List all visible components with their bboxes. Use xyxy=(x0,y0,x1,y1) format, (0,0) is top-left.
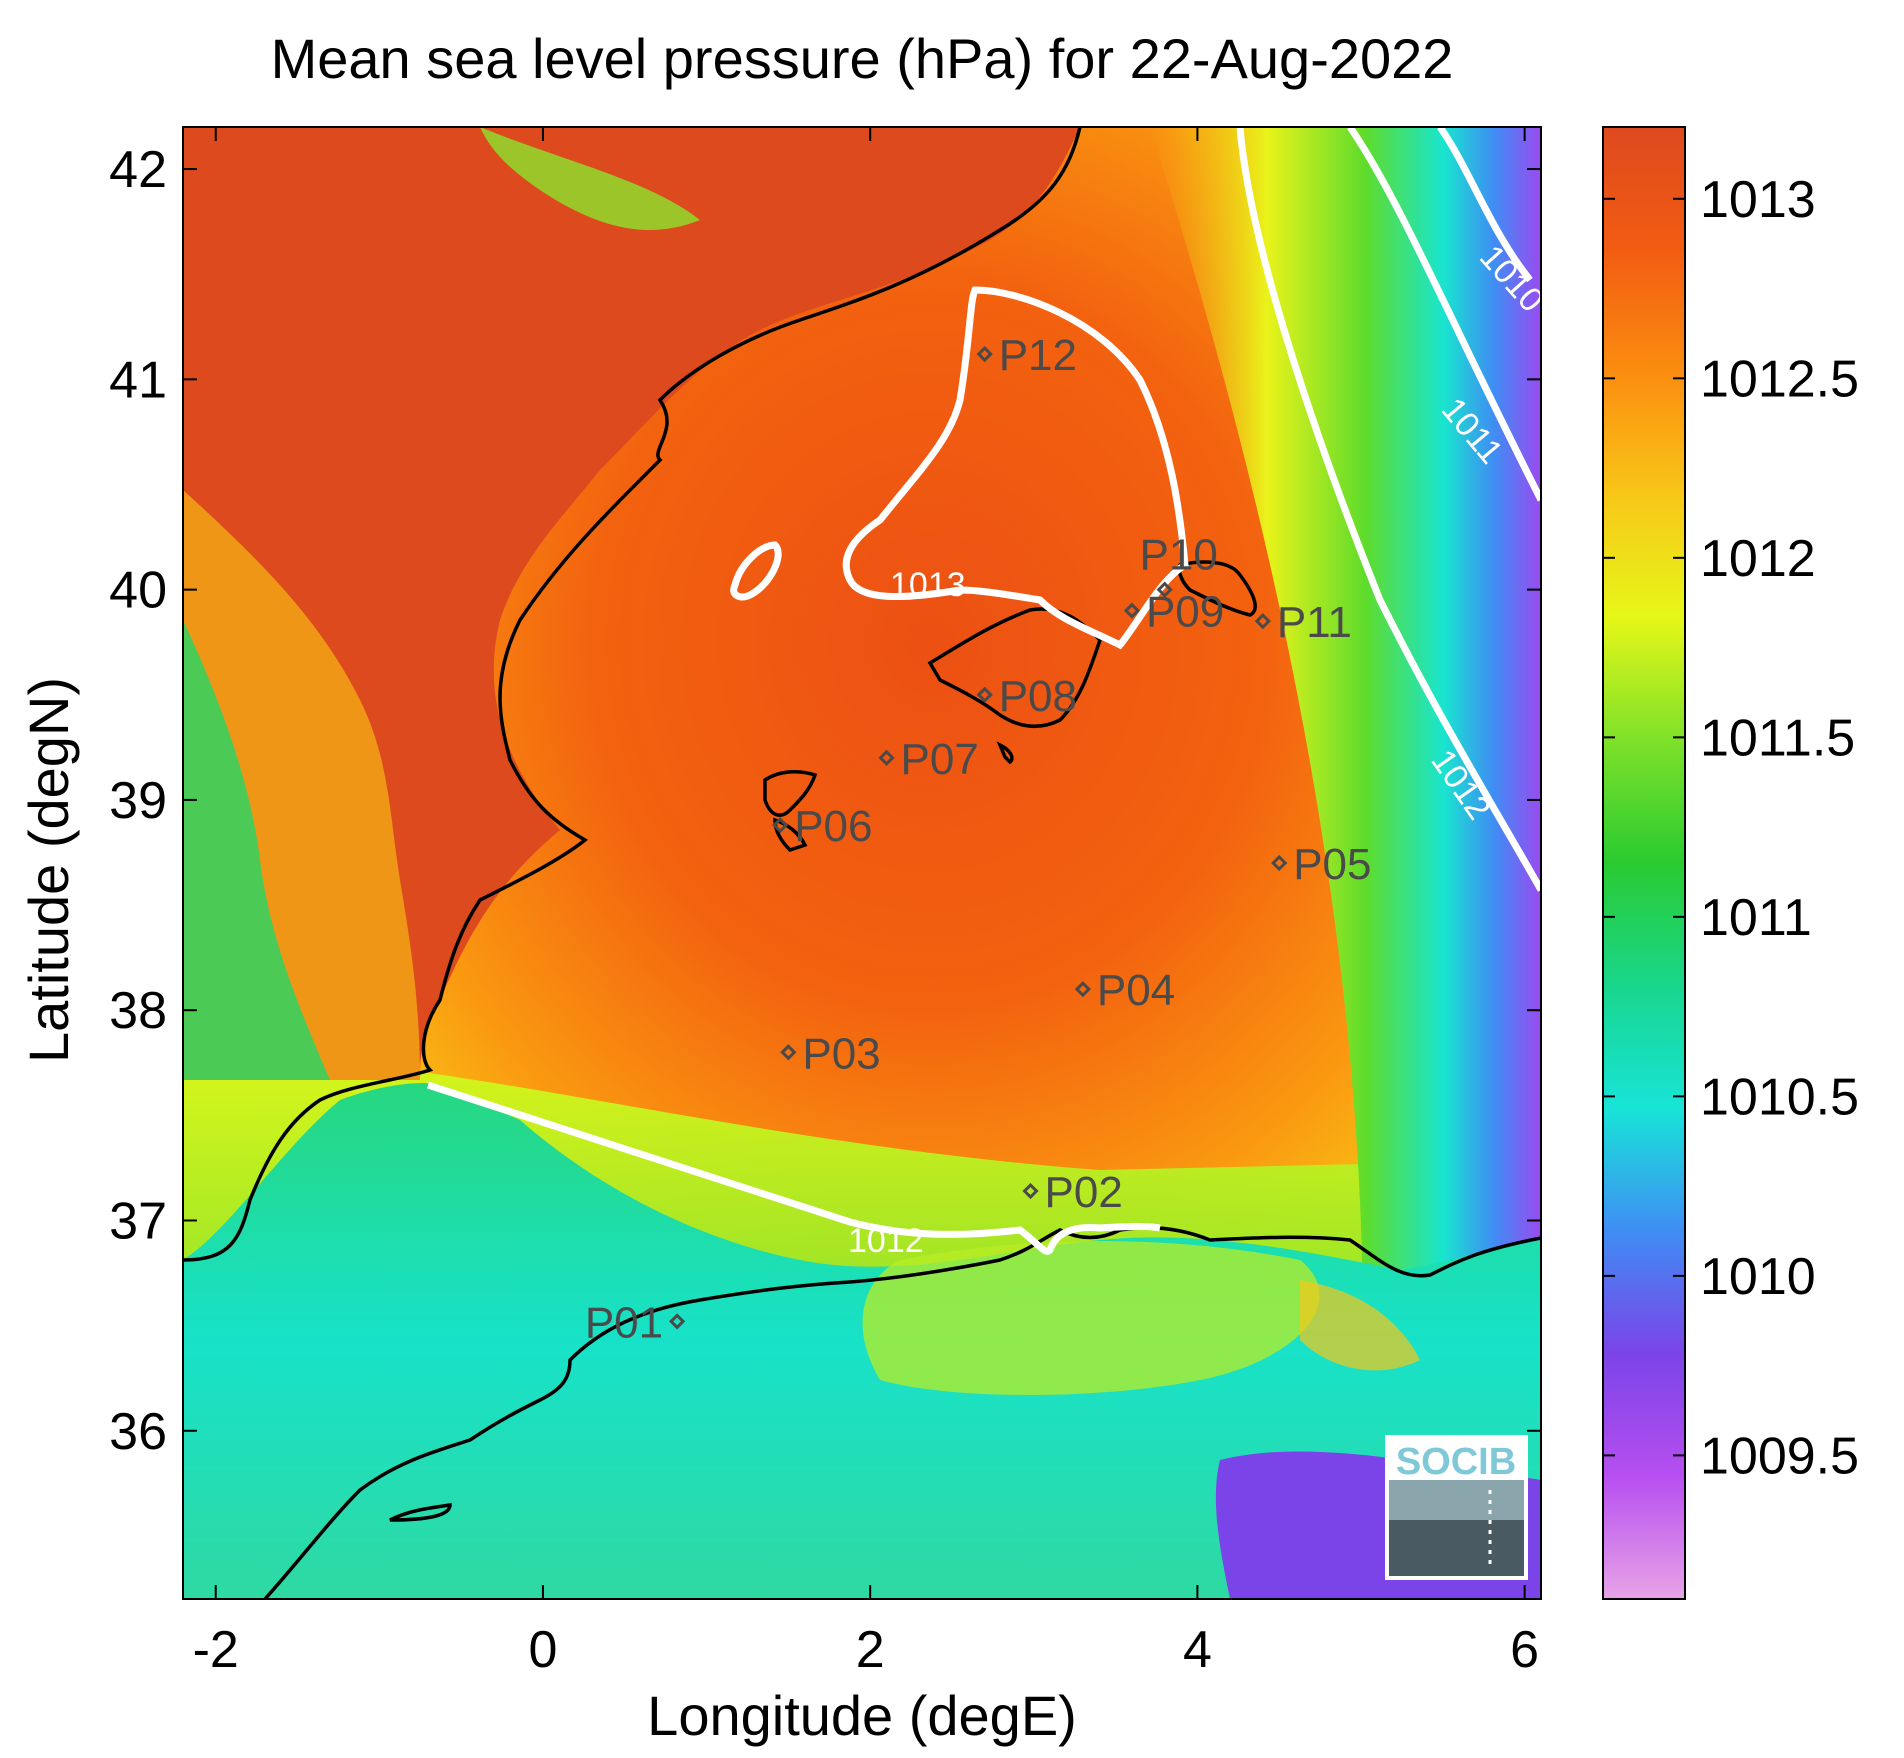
station-label-p09: P09 xyxy=(1146,588,1224,637)
station-markers: P01 P02 P03 P04 P05 P06 P07 P08 P09 P10 P11 P12 xyxy=(585,331,1372,1347)
x-axis-label: Longitude (degE) xyxy=(647,1684,1077,1747)
colorbar: 1009.5 1010 1010.5 1011 1011.5 1012 1012.5 1013 xyxy=(1602,126,1859,1600)
contour-label-1013: 1013 xyxy=(890,566,966,604)
colorbar-ramp xyxy=(1602,126,1686,1600)
station-marker-p11 xyxy=(1254,613,1271,630)
station-marker-p04 xyxy=(1074,981,1092,998)
station-marker-p12 xyxy=(976,345,993,363)
station-marker-p06 xyxy=(772,817,789,834)
contour-1013 xyxy=(842,286,1189,650)
plot-frame xyxy=(182,126,1542,1600)
station-marker-p09 xyxy=(1123,602,1141,619)
x-tick-label: 6 xyxy=(1510,1621,1539,1679)
colorbar-tick-label: 1011.5 xyxy=(1700,709,1855,767)
colorbar-tick-label: 1013 xyxy=(1700,171,1816,229)
colorbar-ticks: 1009.5 1010 1010.5 1011 1011.5 1012 1012.5 1013 xyxy=(1603,171,1859,1485)
station-label-p02: P02 xyxy=(1045,1168,1123,1217)
contour-label-1012-south: 1012 xyxy=(848,1222,924,1260)
colorbar-tick-label: 1010.5 xyxy=(1700,1068,1859,1126)
station-label-p03: P03 xyxy=(802,1029,880,1078)
contour-1011 xyxy=(1347,127,1541,502)
x-axis: -2 0 2 4 6 xyxy=(193,127,1539,1679)
contour-1012-south xyxy=(426,1081,1161,1255)
station-marker-p07 xyxy=(878,749,895,766)
station-label-p10: P10 xyxy=(1140,531,1218,580)
logo-text: SOCIB xyxy=(1396,1441,1516,1483)
y-axis-label: Latitude (degN) xyxy=(17,677,80,1063)
figure-title: Mean sea level pressure (hPa) for 22-Aug… xyxy=(271,27,1454,90)
y-tick-label: 41 xyxy=(109,351,167,409)
colorbar-tick-label: 1012.5 xyxy=(1700,350,1859,408)
y-tick-label: 40 xyxy=(109,562,167,620)
station-label-p01: P01 xyxy=(585,1298,663,1347)
station-label-p05: P05 xyxy=(1293,840,1371,889)
x-tick-label: -2 xyxy=(193,1621,239,1679)
contour-1012-east xyxy=(1236,127,1541,892)
y-axis: 36 37 38 39 40 41 42 xyxy=(109,141,1541,1461)
y-tick-label: 42 xyxy=(109,141,167,199)
socib-logo: SOCIB xyxy=(1385,1435,1528,1580)
station-label-p08: P08 xyxy=(999,672,1077,721)
contour-1013-small xyxy=(730,541,782,601)
station-label-p07: P07 xyxy=(901,735,979,784)
station-label-p12: P12 xyxy=(999,331,1077,380)
x-tick-label: 0 xyxy=(528,1621,557,1679)
colorbar-tick-label: 1010 xyxy=(1700,1248,1816,1306)
x-tick-label: 4 xyxy=(1183,1621,1212,1679)
coastline xyxy=(183,127,1541,1599)
station-marker-p10 xyxy=(1156,581,1173,598)
station-marker-p02 xyxy=(1022,1182,1039,1200)
station-label-p06: P06 xyxy=(794,802,872,851)
pressure-contours xyxy=(426,127,1541,1255)
map-plot-area: 1010 1011 1012 1012 1013 P01P02P03P04P05… xyxy=(183,127,1541,1599)
y-tick-label: 39 xyxy=(109,772,167,830)
colorbar-tick-label: 1012 xyxy=(1700,530,1816,588)
colorbar-tick-label: 1009.5 xyxy=(1700,1427,1859,1485)
station-label-p11: P11 xyxy=(1277,598,1352,647)
station-marker-p01 xyxy=(668,1313,686,1330)
y-tick-label: 36 xyxy=(109,1403,167,1461)
station-marker-p05 xyxy=(1271,854,1288,872)
x-tick-label: 2 xyxy=(856,1621,885,1679)
station-label-p04: P04 xyxy=(1097,966,1175,1015)
y-tick-label: 37 xyxy=(109,1192,167,1250)
station-marker-p08 xyxy=(976,686,993,703)
station-marker-p03 xyxy=(780,1044,797,1061)
contour-1010 xyxy=(1437,127,1533,283)
colorbar-tick-label: 1011 xyxy=(1700,889,1812,947)
y-tick-label: 38 xyxy=(109,982,167,1040)
